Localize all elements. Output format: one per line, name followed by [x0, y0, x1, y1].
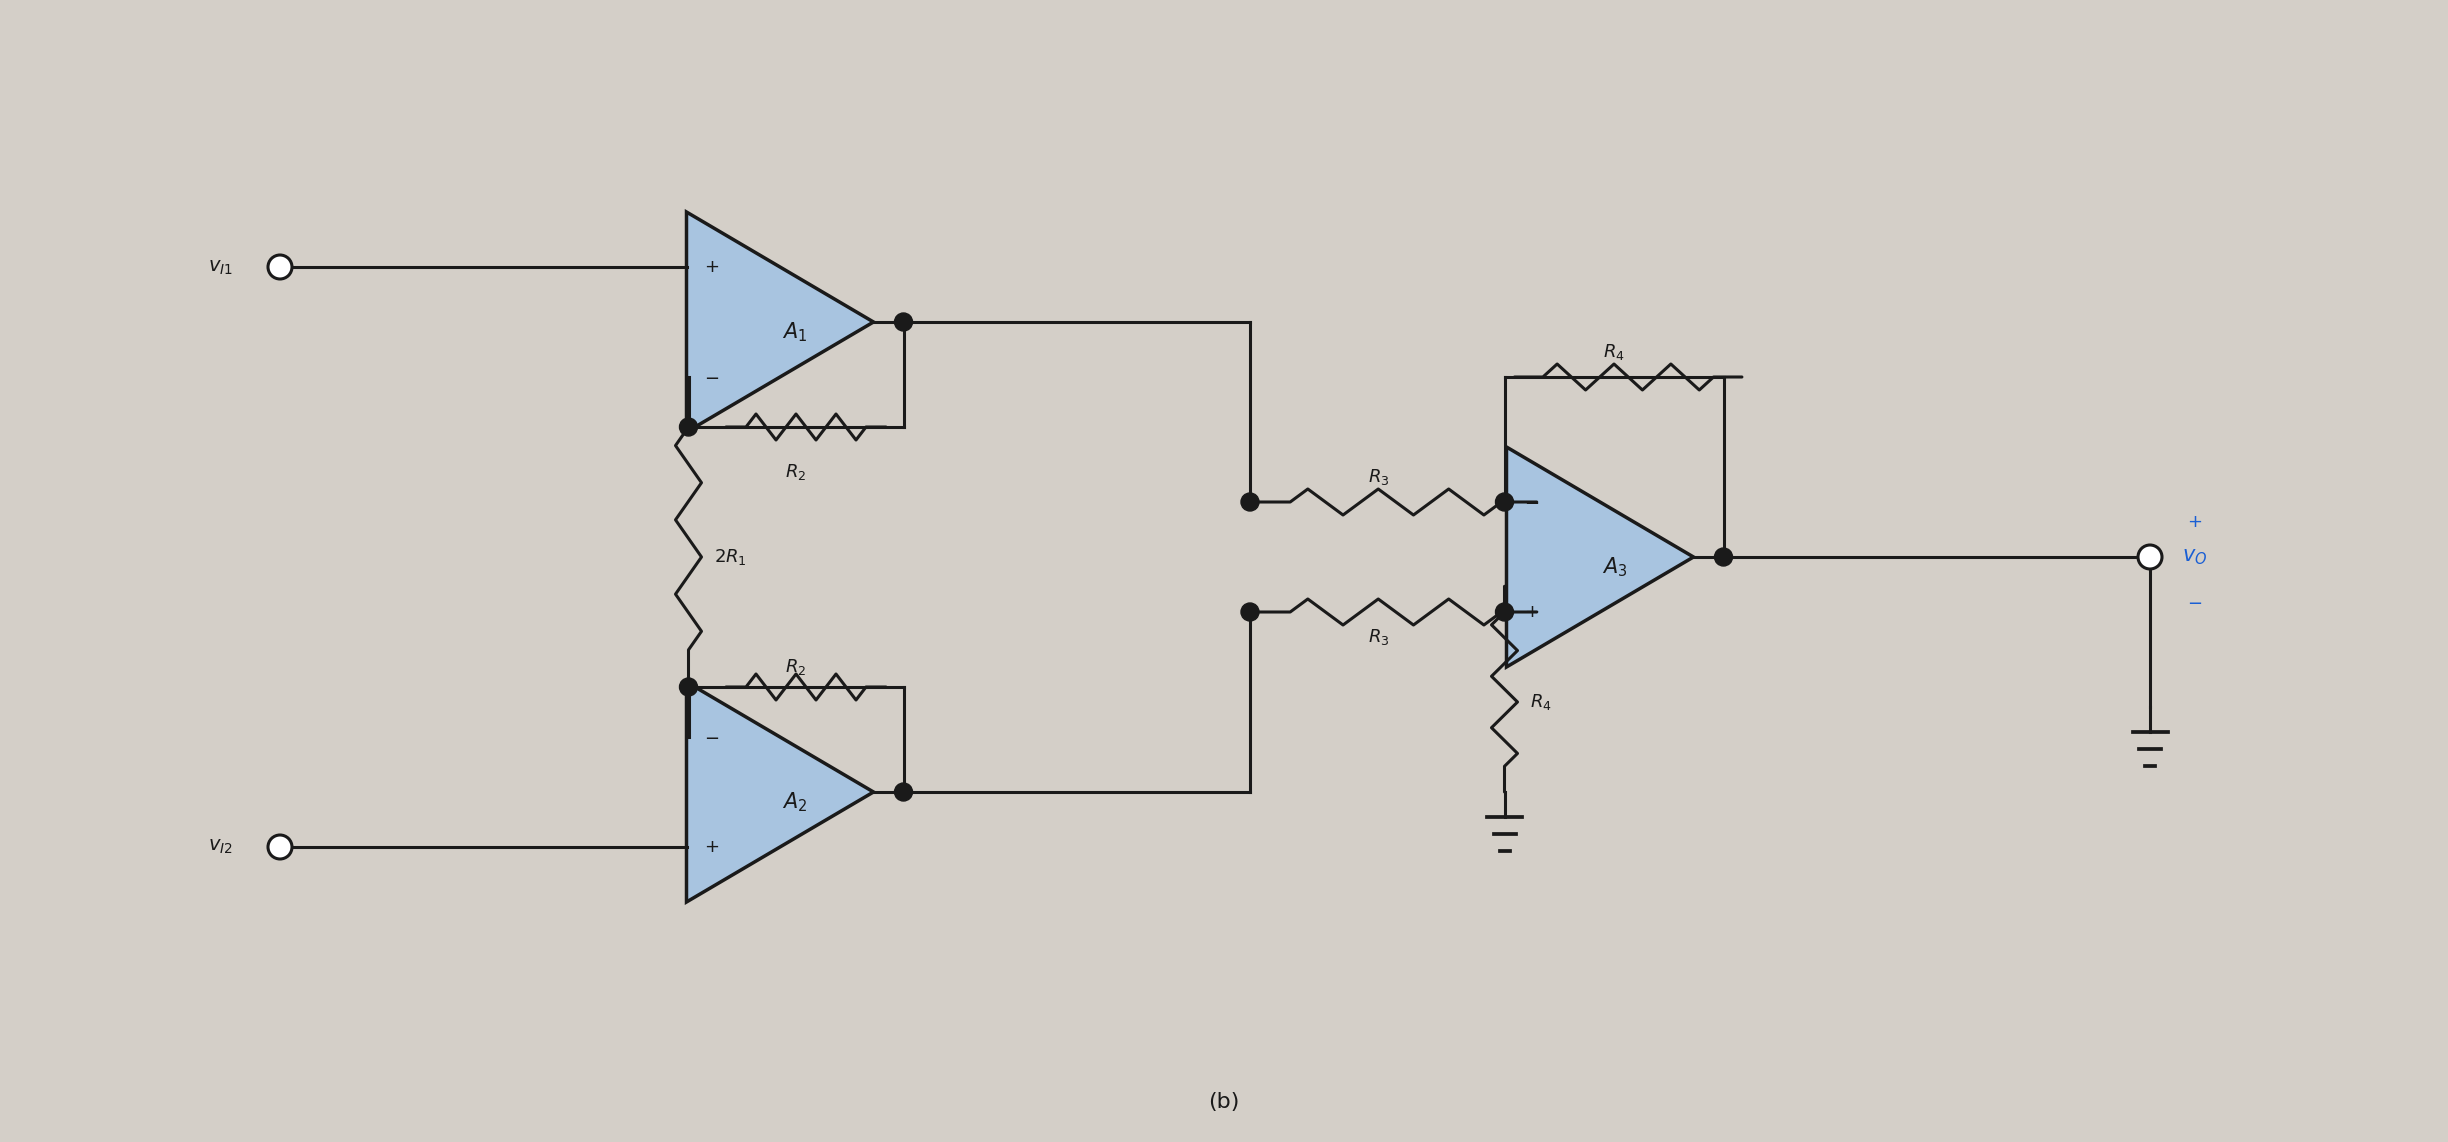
Polygon shape — [685, 212, 874, 432]
Text: $A_2$: $A_2$ — [783, 790, 808, 814]
Circle shape — [267, 835, 291, 859]
Text: $v_{I1}$: $v_{I1}$ — [208, 257, 233, 276]
Text: (b): (b) — [1209, 1092, 1239, 1112]
Text: $+$: $+$ — [705, 258, 720, 276]
Text: $-$: $-$ — [705, 727, 720, 746]
Circle shape — [681, 418, 698, 436]
Text: $R_4$: $R_4$ — [1603, 341, 1625, 362]
Circle shape — [1241, 603, 1258, 621]
Polygon shape — [1506, 447, 1694, 667]
Text: $-$: $-$ — [705, 368, 720, 386]
Text: $+$: $+$ — [1525, 603, 1540, 621]
Text: $R_4$: $R_4$ — [1530, 692, 1552, 711]
Text: $+$: $+$ — [2189, 513, 2203, 531]
Circle shape — [681, 678, 698, 695]
Text: $R_2$: $R_2$ — [786, 463, 808, 482]
Polygon shape — [685, 682, 874, 902]
Circle shape — [894, 313, 913, 331]
Circle shape — [1241, 493, 1258, 510]
Text: $2R_1$: $2R_1$ — [712, 547, 747, 566]
Text: $+$: $+$ — [705, 838, 720, 856]
Text: $A_1$: $A_1$ — [783, 320, 808, 344]
Circle shape — [1714, 548, 1733, 566]
Text: $v_O$: $v_O$ — [2181, 547, 2208, 566]
Text: $-$: $-$ — [1525, 493, 1540, 510]
Circle shape — [267, 255, 291, 279]
Text: $R_2$: $R_2$ — [786, 657, 808, 677]
Text: $v_{I2}$: $v_{I2}$ — [208, 837, 233, 856]
Text: $-$: $-$ — [2189, 593, 2203, 611]
Circle shape — [1496, 603, 1513, 621]
Circle shape — [894, 783, 913, 801]
Circle shape — [1496, 493, 1513, 510]
Circle shape — [2137, 545, 2162, 569]
Text: $R_3$: $R_3$ — [1368, 467, 1388, 486]
Text: $R_3$: $R_3$ — [1368, 627, 1388, 648]
Text: $A_3$: $A_3$ — [1603, 555, 1628, 579]
